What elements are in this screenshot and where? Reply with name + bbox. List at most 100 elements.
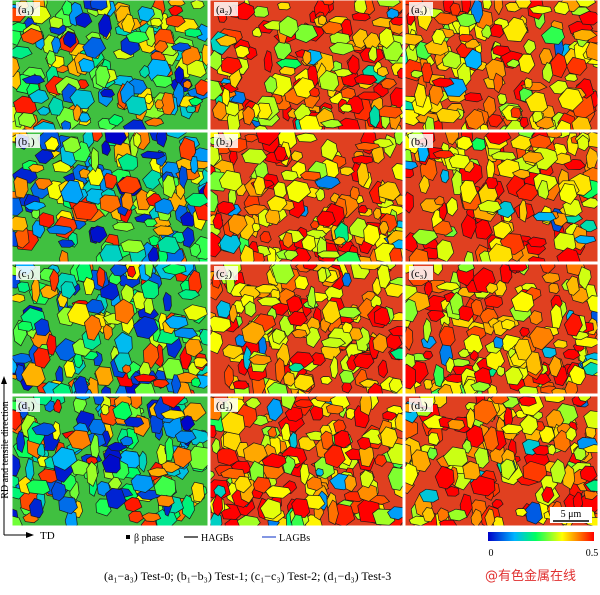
panel-label: (c₂) [216,268,232,280]
grain [226,111,241,130]
grain [160,396,186,409]
ebsd-panel [12,0,208,130]
panel-border [404,263,599,395]
grain [525,351,542,376]
grain [354,142,381,151]
grain [49,16,64,29]
grain [210,189,219,213]
grain [212,493,223,517]
grain [464,250,475,262]
grain [267,426,278,438]
grain [344,474,357,493]
grain [142,169,163,190]
ebsd-maps: (a₁) (a₂) (a₃) (b₁) (b₂) (b₃) (c₁) (c₂) (c₃) (d₁)… [11,0,599,527]
grain [394,194,403,206]
scale-bar-box [550,507,592,523]
grain [553,1,570,16]
grain [266,381,289,394]
grain [234,476,252,494]
grain [556,119,572,130]
grain [210,145,220,167]
grain [528,256,546,262]
grain [210,315,232,333]
grain [441,50,462,70]
grain [504,366,524,386]
grain [256,296,282,307]
grain [357,205,369,214]
grain [221,410,246,435]
panel-label: (c₁) [18,268,34,280]
grain [586,295,598,313]
grain [63,360,76,378]
grain [89,433,100,459]
grain [266,195,288,212]
grain [29,497,44,519]
grain [556,247,581,262]
grain [241,321,266,345]
grain [448,153,471,170]
grain [477,200,502,213]
grain [210,49,223,71]
grain [273,181,287,198]
grain [488,243,513,262]
grain [378,181,401,201]
grain [67,302,91,327]
grain [210,511,223,526]
grain [382,410,397,421]
grain [584,479,598,492]
grain [396,67,403,80]
grain [408,248,430,262]
grain [190,0,205,10]
grain [248,354,272,366]
grain [172,446,192,469]
grain [351,155,374,165]
grain [571,116,592,130]
grain [275,58,303,70]
grain [437,383,454,394]
grain [210,79,224,101]
grain [444,132,460,146]
grain [482,0,493,10]
grain [86,461,98,487]
grain [564,380,579,394]
grain [223,364,234,389]
axis-vertical: RD and tensile direction [0,401,11,498]
panel-label: (a₃) [411,4,427,16]
grain [104,132,128,146]
grain [470,508,483,526]
grain [577,134,589,152]
grain [410,69,424,79]
grain [354,74,378,86]
grain [373,207,382,220]
grain [152,74,173,88]
grain [188,96,203,106]
grain [274,357,286,384]
grain [501,318,516,331]
grain [210,470,215,480]
grain [183,79,192,90]
grain [31,276,41,304]
grain [405,298,418,323]
label-box [16,2,40,16]
grain [253,175,266,196]
grain [547,444,557,456]
grain [162,264,187,276]
grain [535,116,555,130]
grain [470,381,491,392]
grain [434,465,455,490]
grain [320,376,333,385]
grain [184,28,203,38]
grain [532,445,553,456]
grain [186,59,207,78]
panel-label: (a₂) [216,4,232,16]
grain [96,266,106,288]
grain [259,231,272,244]
grain [544,396,565,403]
grain [428,84,444,106]
grain [510,290,535,313]
grain [394,412,403,433]
grain [75,396,91,401]
grain [377,66,390,78]
grain [422,317,432,344]
grain [329,355,339,379]
